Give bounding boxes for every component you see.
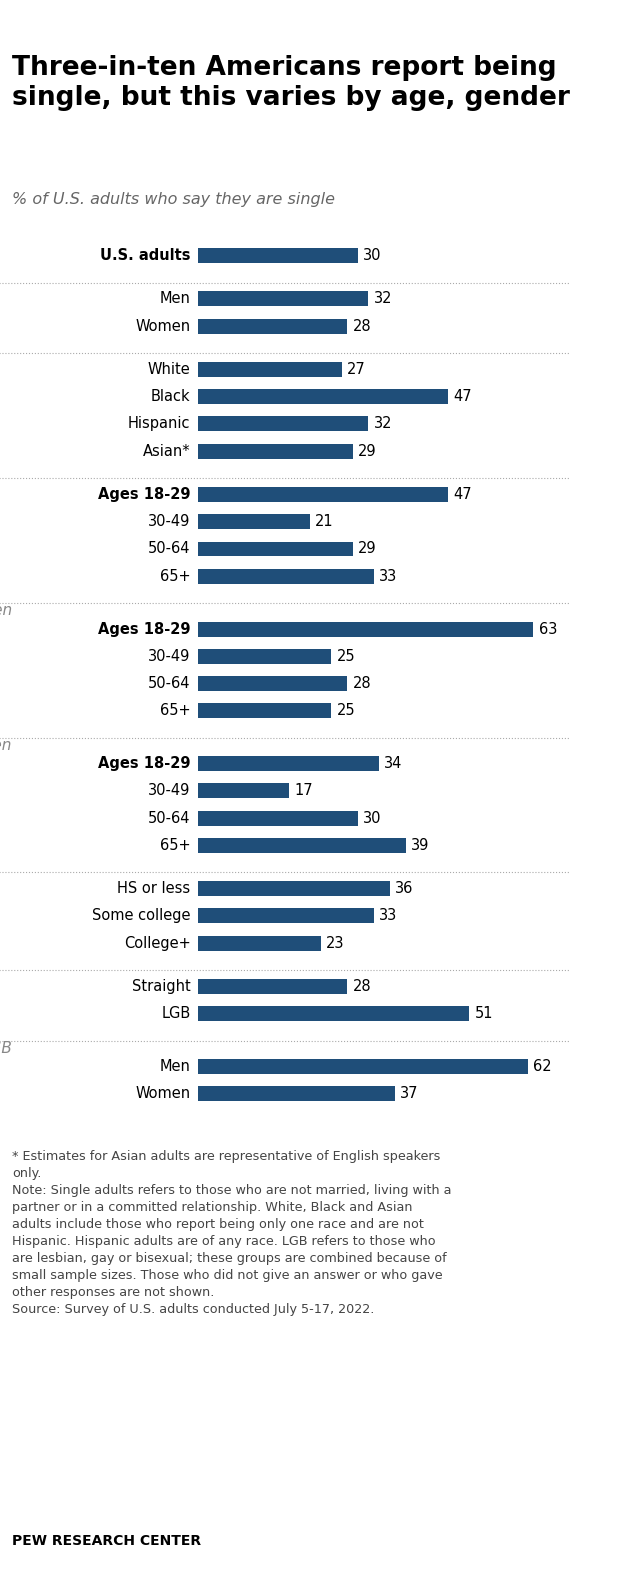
Bar xyxy=(198,838,405,853)
Text: Three-in-ten Americans report being
single, but this varies by age, gender: Three-in-ten Americans report being sing… xyxy=(12,55,570,112)
Text: 30-49: 30-49 xyxy=(148,514,190,530)
Text: 50-64: 50-64 xyxy=(148,542,190,556)
Text: Women: Women xyxy=(135,1086,190,1102)
Text: 25: 25 xyxy=(337,649,355,663)
Text: 65+: 65+ xyxy=(160,569,190,583)
Text: White: White xyxy=(148,362,190,377)
Text: 50-64: 50-64 xyxy=(148,810,190,826)
Text: HS or less: HS or less xyxy=(117,881,190,897)
Bar xyxy=(198,810,358,826)
Text: 63: 63 xyxy=(539,621,557,637)
Bar xyxy=(198,783,289,799)
Bar xyxy=(198,416,368,432)
Text: % of U.S. adults who say they are single: % of U.S. adults who say they are single xyxy=(12,192,335,208)
Text: 25: 25 xyxy=(337,703,355,719)
Text: U.S. adults: U.S. adults xyxy=(100,247,190,263)
Text: 65+: 65+ xyxy=(160,838,190,853)
Text: 21: 21 xyxy=(316,514,334,530)
Text: 51: 51 xyxy=(475,1005,494,1021)
Bar xyxy=(198,1059,528,1075)
Text: 37: 37 xyxy=(401,1086,419,1102)
Text: 62: 62 xyxy=(533,1059,552,1075)
Text: Hispanic: Hispanic xyxy=(128,416,190,432)
Bar xyxy=(198,444,353,459)
Bar xyxy=(198,542,353,556)
Text: 29: 29 xyxy=(358,443,376,459)
Text: 28: 28 xyxy=(353,318,371,334)
Text: 39: 39 xyxy=(411,838,429,853)
Text: 65+: 65+ xyxy=(160,703,190,719)
Bar xyxy=(198,487,448,503)
Bar xyxy=(198,362,342,377)
Text: 28: 28 xyxy=(353,979,371,994)
Text: 32: 32 xyxy=(374,416,392,432)
Text: 23: 23 xyxy=(326,936,345,950)
Text: Men: Men xyxy=(159,1059,190,1075)
Text: 36: 36 xyxy=(395,881,414,897)
Bar xyxy=(198,676,347,690)
Text: 50-64: 50-64 xyxy=(148,676,190,690)
Text: 27: 27 xyxy=(347,362,366,377)
Text: Women: Women xyxy=(0,738,12,753)
Bar xyxy=(198,881,390,897)
Text: Women: Women xyxy=(135,318,190,334)
Bar xyxy=(198,908,374,924)
Text: 33: 33 xyxy=(379,908,397,924)
Text: 30: 30 xyxy=(363,247,382,263)
Bar xyxy=(198,318,347,334)
Text: Straight: Straight xyxy=(131,979,190,994)
Text: Ages 18-29: Ages 18-29 xyxy=(98,487,190,503)
Text: 32: 32 xyxy=(374,292,392,306)
Bar xyxy=(198,756,379,771)
Text: 33: 33 xyxy=(379,569,397,583)
Bar xyxy=(198,1086,395,1102)
Text: LGB: LGB xyxy=(161,1005,190,1021)
Text: 30: 30 xyxy=(363,810,382,826)
Bar xyxy=(198,936,321,950)
Text: PEW RESEARCH CENTER: PEW RESEARCH CENTER xyxy=(12,1533,202,1548)
Text: Men: Men xyxy=(0,604,12,618)
Text: Some college: Some college xyxy=(92,908,190,924)
Bar xyxy=(198,389,448,403)
Text: 34: 34 xyxy=(384,756,403,771)
Bar xyxy=(198,247,358,263)
Bar xyxy=(198,569,374,583)
Bar xyxy=(198,292,368,306)
Bar xyxy=(198,703,331,719)
Text: Men: Men xyxy=(159,292,190,306)
Bar xyxy=(198,514,310,530)
Text: 30-49: 30-49 xyxy=(148,783,190,799)
Text: 28: 28 xyxy=(353,676,371,690)
Text: Ages 18-29: Ages 18-29 xyxy=(98,756,190,771)
Text: LGB: LGB xyxy=(0,1040,12,1056)
Bar xyxy=(198,1007,469,1021)
Text: * Estimates for Asian adults are representative of English speakers
only.
Note: : * Estimates for Asian adults are represe… xyxy=(12,1150,452,1316)
Text: 30-49: 30-49 xyxy=(148,649,190,663)
Text: Ages 18-29: Ages 18-29 xyxy=(98,621,190,637)
Bar xyxy=(198,979,347,994)
Bar xyxy=(198,621,533,637)
Text: 47: 47 xyxy=(453,487,472,503)
Text: Black: Black xyxy=(151,389,190,405)
Bar xyxy=(198,649,331,663)
Text: 47: 47 xyxy=(453,389,472,405)
Text: 29: 29 xyxy=(358,542,376,556)
Text: 17: 17 xyxy=(294,783,312,799)
Text: Asian*: Asian* xyxy=(143,443,190,459)
Text: College+: College+ xyxy=(123,936,190,950)
